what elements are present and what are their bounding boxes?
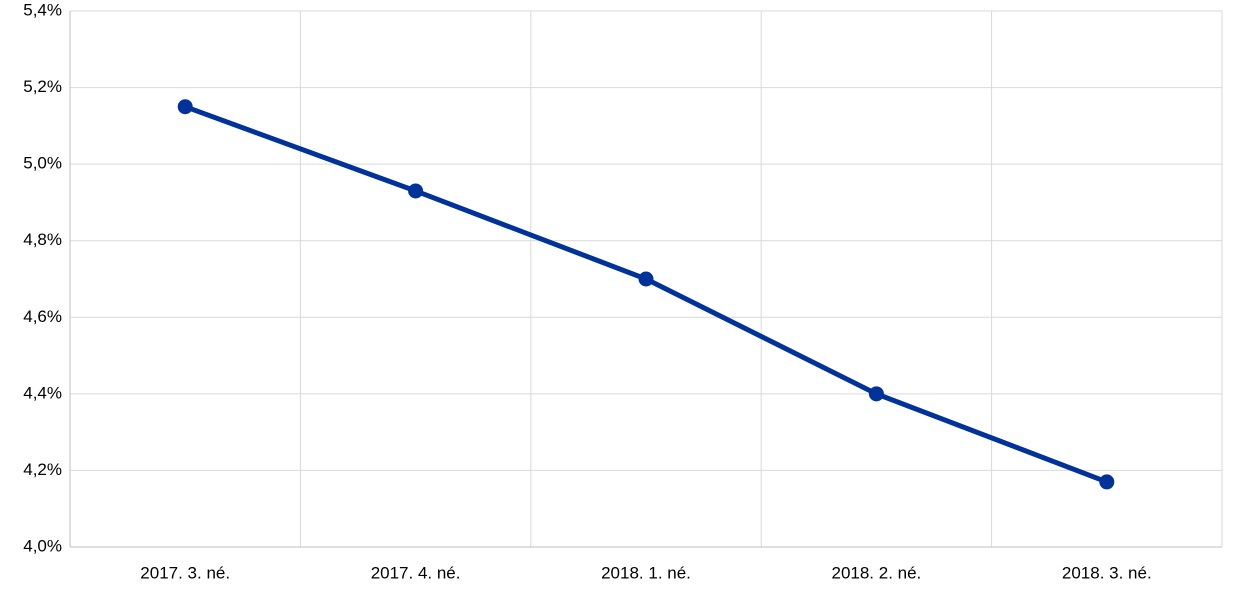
marker <box>868 386 884 402</box>
x-tick-label: 2018. 1. né. <box>601 563 691 582</box>
x-tick-label: 2017. 4. né. <box>371 563 461 582</box>
y-tick-label: 4,0% <box>23 536 62 555</box>
y-tick-label: 5,2% <box>23 77 62 96</box>
line <box>184 104 1108 485</box>
y-tick-label: 4,4% <box>23 383 62 402</box>
x-tick-label: 2018. 3. né. <box>1062 563 1152 582</box>
y-tick-label: 4,2% <box>23 460 62 479</box>
x-tick-label: 2017. 3. né. <box>140 563 230 582</box>
marker <box>177 99 193 115</box>
y-tick-label: 4,6% <box>23 307 62 326</box>
x-tick-label: 2018. 2. né. <box>831 563 921 582</box>
marker <box>1099 474 1115 490</box>
y-tick-label: 4,8% <box>23 230 62 249</box>
y-tick-label: 5,0% <box>23 154 62 173</box>
marker <box>408 183 424 199</box>
y-tick-label: 5,4% <box>23 0 62 19</box>
marker <box>638 271 654 287</box>
